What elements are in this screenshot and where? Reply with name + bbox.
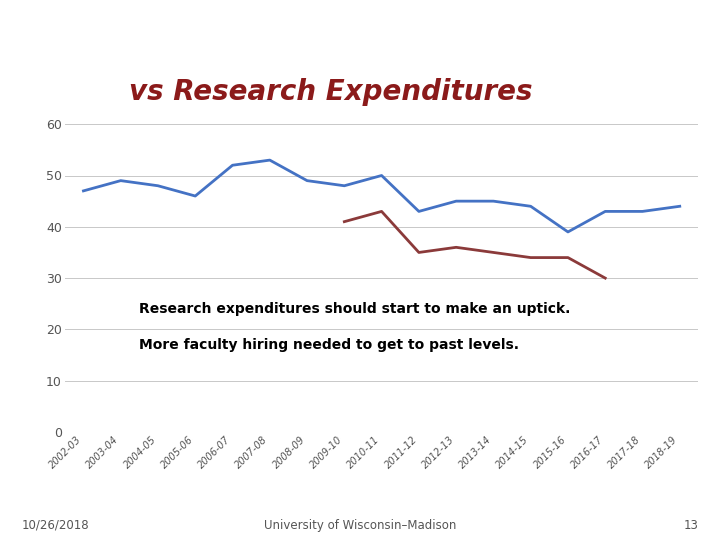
Text: Research expenditures should start to make an uptick.: Research expenditures should start to ma… — [140, 302, 571, 316]
Text: 13: 13 — [683, 518, 698, 532]
Text: University of Wisconsin–Madison: University of Wisconsin–Madison — [264, 518, 456, 532]
Text: Size of Physics Faculty: Size of Physics Faculty — [117, 19, 488, 48]
Text: 10/26/2018: 10/26/2018 — [22, 518, 89, 532]
Text: vs Research Expenditures: vs Research Expenditures — [130, 78, 533, 106]
Text: More faculty hiring needed to get to past levels.: More faculty hiring needed to get to pas… — [140, 338, 519, 352]
